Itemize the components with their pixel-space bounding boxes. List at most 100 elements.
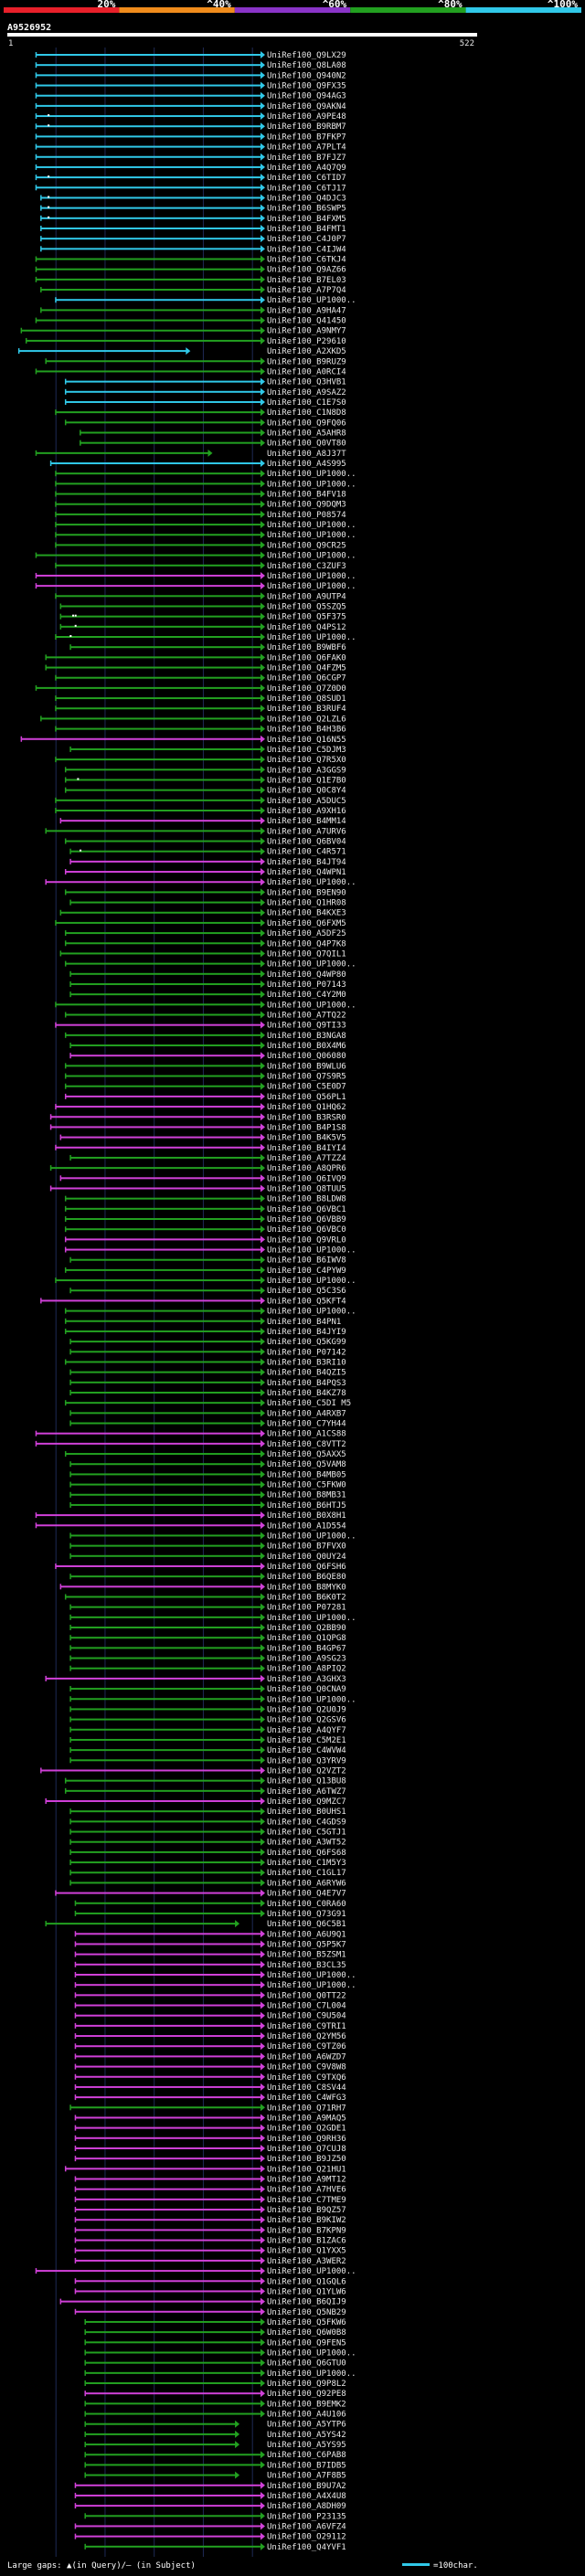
hit-bar: [60, 615, 263, 618]
hit-end-arrow: [261, 2114, 265, 2122]
hit-label: UniRef100_UP1000..: [267, 2267, 356, 2276]
hit-start-tick: [45, 358, 47, 365]
hit-bar: [75, 2178, 264, 2180]
hit-row: UniRef100_B4KXE3: [59, 908, 346, 918]
hit-start-tick: [64, 869, 67, 875]
hit-bar: [75, 1943, 264, 1945]
hit-label: UniRef100_Q8SUD1: [267, 694, 346, 704]
hit-start-tick: [64, 1777, 67, 1784]
hit-row: UniRef100_C4R571: [69, 847, 346, 857]
hit-end-arrow: [261, 633, 265, 641]
hit-bar: [60, 1177, 263, 1180]
gap-marker: [48, 124, 50, 127]
hit-row: UniRef100_Q71RH7: [69, 2104, 346, 2113]
hit-row: UniRef100_A9XH16: [55, 806, 346, 816]
hit-end-arrow: [261, 1001, 265, 1009]
hit-row: UniRef100_C4WVW4: [69, 1746, 346, 1755]
hit-bar: [75, 2147, 264, 2149]
hit-row: UniRef100_C4GDS9: [69, 1818, 346, 1827]
hit-bar: [65, 1309, 263, 1312]
hit-end-arrow: [261, 776, 265, 784]
hit-label: UniRef100_UP1000..: [267, 960, 356, 970]
hit-start-tick: [74, 2012, 77, 2019]
hit-start-tick: [69, 1706, 71, 1712]
hit-end-arrow: [261, 766, 265, 774]
hit-start-tick: [74, 2073, 77, 2080]
hit-end-arrow: [261, 663, 265, 672]
hit-bar: [56, 513, 263, 515]
hit-row: UniRef100_Q2U0J9: [69, 1705, 346, 1714]
hit-start-tick: [35, 185, 37, 191]
hit-row: UniRef100_Q5KG99: [69, 1338, 346, 1347]
hit-bar: [36, 176, 263, 179]
hit-bar: [21, 737, 263, 740]
hit-start-tick: [35, 92, 37, 99]
hit-row: UniRef100_B4K5V5: [59, 1133, 346, 1143]
hit-bar: [75, 2085, 264, 2088]
hit-label: UniRef100_A6VFZ4: [267, 2522, 346, 2531]
hit-end-arrow: [261, 847, 265, 855]
scale-label: ^80%: [438, 0, 463, 10]
hit-bar: [65, 1065, 263, 1067]
hit-end-arrow: [261, 1593, 265, 1601]
hit-end-arrow: [261, 1500, 265, 1509]
hit-end-arrow: [261, 1338, 265, 1346]
hit-bar: [56, 799, 263, 801]
hit-bar: [41, 238, 263, 240]
hit-start-tick: [64, 889, 67, 896]
hit-bar: [60, 820, 263, 822]
hit-end-arrow: [261, 1991, 265, 1999]
hit-end-arrow: [261, 2307, 265, 2316]
hit-label: UniRef100_Q0C8Y4: [267, 787, 346, 796]
hit-row: UniRef100_Q2GSV6: [69, 1715, 346, 1725]
hit-start-tick: [64, 1267, 67, 1273]
hit-start-tick: [55, 481, 57, 487]
hit-row: UniRef100_Q5FKW6: [84, 2317, 346, 2327]
hit-start-tick: [40, 287, 42, 293]
hit-bar: [70, 993, 263, 996]
hit-row: UniRef100_B9WLU6: [64, 1062, 346, 1071]
hit-start-tick: [35, 164, 37, 170]
hit-label: UniRef100_Q5FKW6: [267, 2318, 346, 2327]
hit-start-tick: [35, 62, 37, 69]
hit-row: UniRef100_B9RBM7: [35, 122, 346, 132]
hit-row: UniRef100_UP1000..: [84, 2348, 356, 2358]
hit-label: UniRef100_B8MB31: [267, 1491, 346, 1500]
hit-label: UniRef100_Q9FQ06: [267, 419, 346, 428]
hit-label: UniRef100_A9XH16: [267, 807, 346, 816]
hit-start-tick: [64, 1451, 67, 1458]
hit-row: UniRef100_B7FKP7: [35, 133, 346, 142]
hit-start-tick: [69, 1288, 71, 1294]
hit-end-arrow: [261, 1562, 265, 1570]
hit-bar: [65, 1453, 263, 1456]
hit-start-tick: [69, 1757, 71, 1764]
hit-start-tick: [69, 1655, 71, 1661]
hit-label: UniRef100_A5YTP6: [267, 2421, 346, 2430]
hit-row: UniRef100_A7TZZ4: [69, 1153, 346, 1163]
hit-end-arrow: [261, 2348, 265, 2357]
hit-label: UniRef100_C6TID7: [267, 174, 346, 183]
hit-start-tick: [69, 1860, 71, 1866]
hit-end-arrow: [261, 255, 265, 263]
hit-start-tick: [74, 2288, 77, 2295]
hit-end-arrow: [261, 1715, 265, 1723]
hit-bar: [60, 605, 263, 608]
hit-bar: [36, 54, 263, 56]
hit-label: UniRef100_B7FJZ7: [267, 154, 346, 163]
hit-end-arrow: [261, 1705, 265, 1713]
hit-start-tick: [35, 684, 37, 691]
hit-end-arrow: [261, 1470, 265, 1479]
hit-row: UniRef100_B4PN1: [64, 1317, 341, 1327]
hit-label: UniRef100_B4MB05: [267, 1470, 346, 1479]
hit-start-tick: [40, 195, 42, 201]
hit-start-tick: [40, 236, 42, 242]
hit-row: UniRef100_B7IDB5: [84, 2461, 346, 2470]
hit-bar: [70, 1341, 263, 1343]
hit-end-arrow: [235, 2430, 240, 2438]
hit-row: UniRef100_Q6FAK0: [45, 653, 346, 663]
hit-bar: [70, 747, 263, 750]
hit-row: UniRef100_B9U7A2: [74, 2481, 346, 2491]
hit-bar: [70, 1627, 263, 1629]
hit-end-arrow: [261, 1225, 265, 1234]
